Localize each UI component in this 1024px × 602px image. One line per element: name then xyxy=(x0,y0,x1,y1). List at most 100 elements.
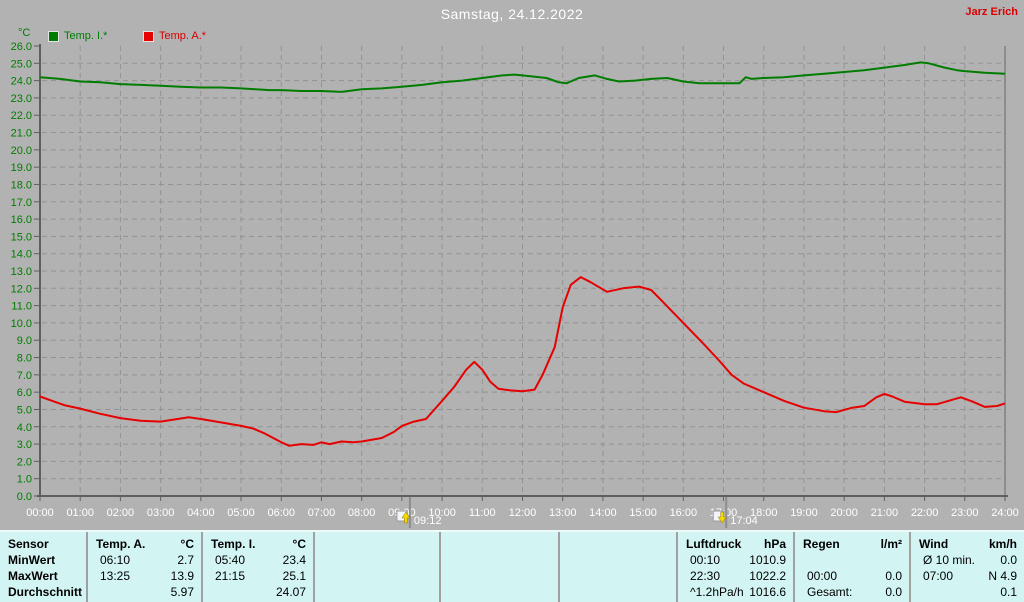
x-tick-label: 00:00 xyxy=(26,507,54,519)
x-tick-label: 14:00 xyxy=(589,507,617,519)
x-tick-label: 10:00 xyxy=(428,507,456,519)
temp-outside-swatch-icon xyxy=(143,30,154,42)
y-tick-label: 22.0 xyxy=(11,110,32,122)
x-tick-label: 23:00 xyxy=(951,507,979,519)
legend-label-temp-outside: Temp. A.* xyxy=(159,30,207,42)
table-cell-value: 5.97 xyxy=(170,585,194,599)
table-header-right: km/h xyxy=(988,537,1017,551)
watermark-author: Jarz Erich xyxy=(965,6,1018,18)
legend-label-temp-inside: Temp. I.* xyxy=(64,30,108,42)
y-tick-label: 16.0 xyxy=(11,214,32,226)
table-row xyxy=(560,552,676,568)
table-cell-time: 22:30 xyxy=(690,569,721,583)
x-tick-label: 01:00 xyxy=(66,507,94,519)
table-row: 0.1 xyxy=(911,584,1024,600)
y-tick-label: 13.0 xyxy=(11,266,32,278)
y-tick-label: 8.0 xyxy=(17,353,32,365)
y-tick-label: 21.0 xyxy=(11,128,32,140)
table-cell-time: Gesamt: xyxy=(807,585,853,599)
x-tick-label: 11:00 xyxy=(469,507,496,519)
table-row: 06:10 2.7 xyxy=(88,552,201,568)
table-cell-value: 0.1 xyxy=(1000,585,1017,599)
table-row-labels-column: Sensor MinWert MaxWert Durchschnitt xyxy=(0,532,88,602)
table-row xyxy=(795,552,909,568)
table-data-column: Luftdruck hPa 00:10 1010.9 22:30 1022.2 ^1.2hP… xyxy=(678,532,795,602)
table-cell-value: 23.4 xyxy=(282,553,306,567)
table-cell-time: 07:00 xyxy=(923,569,954,583)
y-tick-label: 15.0 xyxy=(11,231,32,243)
table-row: 21:15 25.1 xyxy=(203,568,313,584)
y-tick-label: 9.0 xyxy=(17,335,32,347)
table-cell-value: N 4.9 xyxy=(988,569,1017,583)
table-data-column xyxy=(441,532,560,602)
table-column-header: Temp. I. °C xyxy=(203,536,313,552)
y-tick-label: 6.0 xyxy=(17,387,32,399)
table-row: 07:00 N 4.9 xyxy=(911,568,1024,584)
table-cell-time: Ø 10 min. xyxy=(923,553,976,567)
table-cell-value: 1022.2 xyxy=(749,569,786,583)
table-row: 00:00 0.0 xyxy=(795,568,909,584)
y-tick-label: 11.0 xyxy=(11,301,32,313)
y-tick-label: 3.0 xyxy=(17,439,32,451)
y-tick-label: 19.0 xyxy=(11,162,32,174)
y-tick-label: 7.0 xyxy=(17,370,32,382)
table-cell-value: 24.07 xyxy=(275,585,306,599)
table-data-column: Regen l/m² 00:00 0.0 Gesamt: 0.0 xyxy=(795,532,911,602)
table-cell-value: 0.0 xyxy=(1000,553,1017,567)
statistics-table: Sensor MinWert MaxWert Durchschnitt Temp. A.… xyxy=(0,530,1024,602)
table-row xyxy=(315,584,439,600)
temperature-line-chart: 26.0 25.0 24.0 23.0 22.0 21.0 20.0 19.0 18.0 17.0… xyxy=(11,41,1019,528)
table-data-column: Temp. I. °C 05:40 23.4 21:15 25.1 24.07 xyxy=(203,532,315,602)
table-data-column xyxy=(560,532,678,602)
series-line-temp-inside xyxy=(39,61,1006,93)
table-row: ^1.2hPa/h 1016.6 xyxy=(678,584,793,600)
table-cell-value: 0.0 xyxy=(885,569,902,583)
table-cell-time: 21:15 xyxy=(215,569,246,583)
table-cell-time: 00:00 xyxy=(807,569,838,583)
x-tick-label: 07:00 xyxy=(308,507,336,519)
table-row-label: MinWert xyxy=(8,553,56,567)
table-cell-value: 1010.9 xyxy=(749,553,786,567)
table-row xyxy=(560,568,676,584)
y-tick-label: 26.0 xyxy=(11,41,32,53)
table-row xyxy=(315,552,439,568)
x-tick-label: 15:00 xyxy=(629,507,657,519)
table-row xyxy=(441,552,558,568)
table-row: 13:25 13.9 xyxy=(88,568,201,584)
y-tick-label: 23.0 xyxy=(11,93,32,105)
table-cell-value: 13.9 xyxy=(170,569,194,583)
table-row xyxy=(315,568,439,584)
x-tick-label: 05:00 xyxy=(227,507,255,519)
table-cell-value: 25.1 xyxy=(282,569,306,583)
sunset-arrow-icon xyxy=(717,511,727,524)
table-header-right: l/m² xyxy=(880,537,902,551)
table-data-column: Temp. A. °C 06:10 2.7 13:25 13.9 5.97 xyxy=(88,532,203,602)
table-cell-value: 0.0 xyxy=(885,585,902,599)
y-tick-label: 12.0 xyxy=(11,283,32,295)
y-tick-label: 24.0 xyxy=(11,76,32,88)
table-data-column xyxy=(315,532,441,602)
table-column-header xyxy=(441,536,558,552)
x-tick-label: 13:00 xyxy=(549,507,577,519)
table-column-header: Temp. A. °C xyxy=(88,536,201,552)
table-row: 5.97 xyxy=(88,584,201,600)
y-tick-label: 20.0 xyxy=(11,145,32,157)
y-tick-label: 0.0 xyxy=(17,491,32,503)
table-header-left: Regen xyxy=(803,537,840,551)
y-tick-label: 17.0 xyxy=(11,197,32,209)
sunrise-arrow-icon xyxy=(401,511,411,524)
temp-inside-swatch-icon xyxy=(48,30,59,42)
table-row: Gesamt: 0.0 xyxy=(795,584,909,600)
x-tick-label: 04:00 xyxy=(187,507,215,519)
x-tick-label: 02:00 xyxy=(107,507,135,519)
table-cell-time: ^1.2hPa/h xyxy=(690,585,744,599)
table-header-left: Wind xyxy=(919,537,949,551)
table-row: 22:30 1022.2 xyxy=(678,568,793,584)
y-tick-label: 2.0 xyxy=(17,456,32,468)
table-column-header: Regen l/m² xyxy=(795,536,909,552)
table-row-label: Durchschnitt xyxy=(8,585,83,599)
table-header-right: hPa xyxy=(763,537,786,551)
table-row xyxy=(441,568,558,584)
table-cell-time: 06:10 xyxy=(100,553,131,567)
